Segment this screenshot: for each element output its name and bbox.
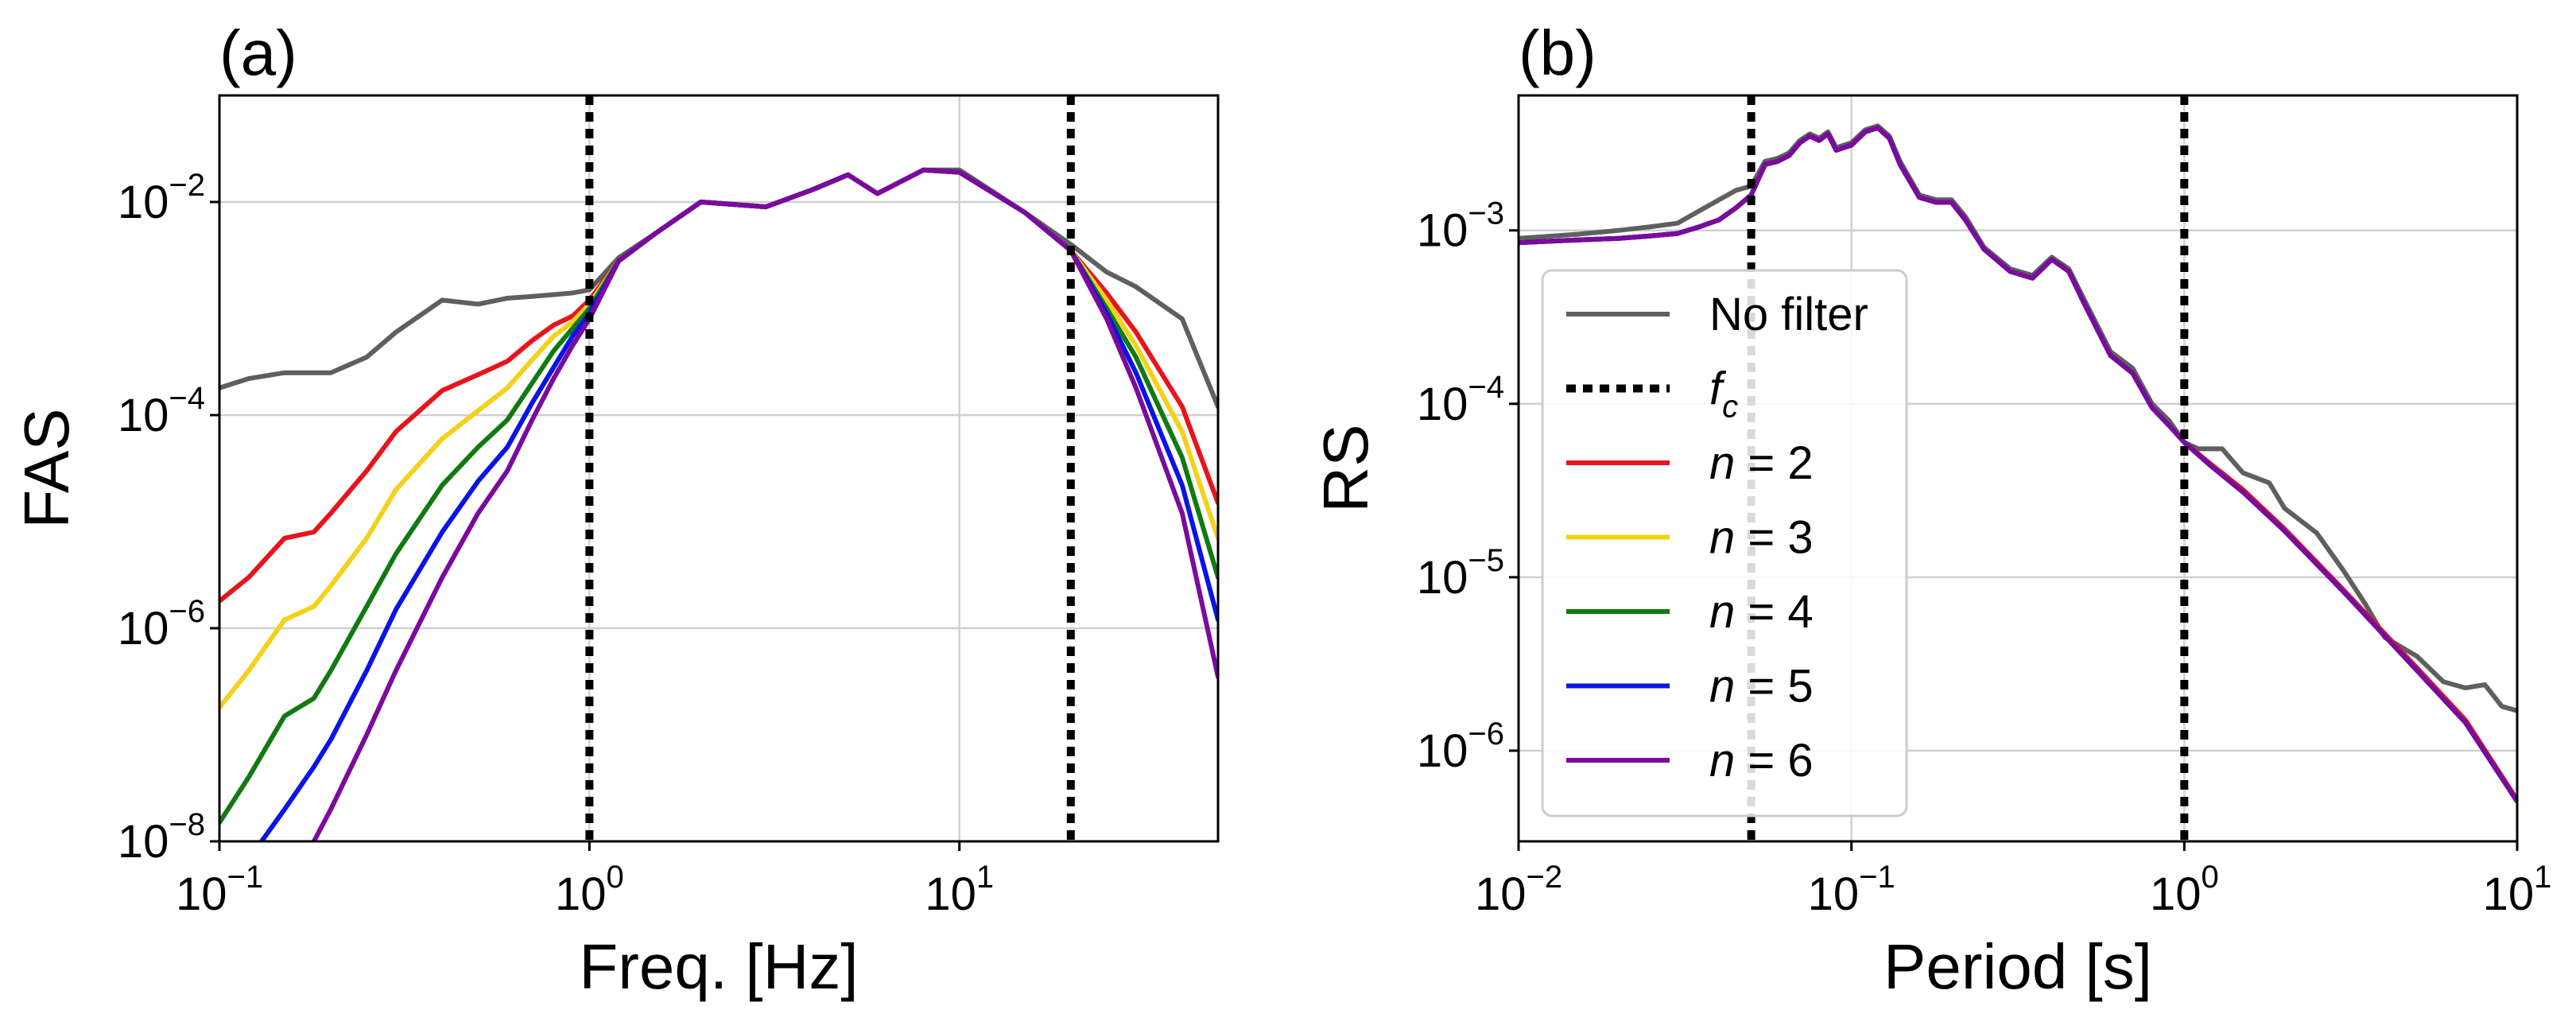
panel-b-xtick-base-3: 10 (2483, 868, 2535, 920)
panel-a-ytick-base-0: 10 (118, 816, 169, 868)
panel-a-ytick-base-1: 10 (118, 603, 169, 654)
panel-b-xtick-exp-3: 1 (2534, 860, 2551, 895)
legend-label-var-n-5: n (1709, 661, 1735, 713)
panel-b-ytick-exp-2: −4 (1468, 370, 1504, 405)
panel-b-ytick-base-3: 10 (1417, 205, 1468, 257)
panel-b-series-n-6 (1519, 125, 2517, 804)
panel-b-xlabel: Period [s] (1884, 931, 2152, 1002)
legend-label-var-n-3: n (1709, 512, 1735, 564)
panel-b-xtick-base-0: 10 (1475, 868, 1527, 920)
legend-label-n-6: n = 6 (1709, 735, 1814, 786)
panel-a-xtick-exp-2: 1 (976, 860, 994, 895)
legend-box (1541, 269, 1908, 817)
panel-b-ytick-base-1: 10 (1417, 552, 1468, 604)
panel-b-ytick-label-2: 10−4 (1417, 370, 1504, 430)
panel-b-xtick-label-0: 10−2 (1475, 860, 1562, 920)
panel-a-series (219, 167, 1218, 841)
panel-a-ytick-label-1: 10−6 (118, 594, 205, 654)
panel-b-series (1519, 123, 2517, 804)
panel-a-label: (a) (219, 17, 297, 88)
legend-label-no-filter: No filter (1709, 289, 1868, 340)
panel-b-ytick-base-2: 10 (1417, 379, 1468, 430)
panel-b-xtick-exp-2: 0 (2201, 860, 2218, 895)
panel-a-frame (218, 94, 1220, 843)
legend-label-var-n-4: n (1709, 586, 1735, 638)
panel-b-xtick-exp-0: −2 (1526, 860, 1562, 895)
legend-label-var-n-6: n (1709, 735, 1735, 786)
panel-a-xtick-label-0: 10−1 (176, 860, 263, 920)
panel-a-xtick-base-0: 10 (176, 868, 227, 920)
legend-label-var-n-2: n (1709, 437, 1735, 489)
panel-b-xtick-label-3: 101 (2483, 860, 2552, 920)
legend-label-rest-n-4: = 4 (1735, 586, 1813, 638)
panel-b-xtick-label-1: 10−1 (1808, 860, 1895, 920)
panel-b-label: (b) (1519, 17, 1596, 88)
panel-b-ytick-label-0: 10−6 (1417, 716, 1504, 777)
panel-a-ytick-exp-1: −6 (169, 594, 205, 629)
panel-a-xtick-base-2: 10 (925, 868, 976, 920)
panel-a-ytick-label-3: 10−2 (118, 168, 205, 228)
panel-a-series-n-6 (311, 167, 1218, 841)
panel-a-xtick-label-2: 101 (925, 860, 994, 920)
legend-label-sub-fc: c (1722, 390, 1738, 425)
panel-b-xtick-exp-1: −1 (1859, 860, 1895, 895)
panel-b-ytick-exp-1: −5 (1468, 543, 1504, 578)
panel-a-xtick-exp-0: −1 (227, 860, 263, 895)
panel-b-ytick-label-1: 10−5 (1417, 543, 1504, 604)
panel-a-xtick-base-1: 10 (555, 868, 607, 920)
panel-b-xtick-base-1: 10 (1808, 868, 1860, 920)
panel-b-frame (1517, 94, 2519, 843)
panel-b-ytick-exp-3: −3 (1468, 196, 1504, 231)
panel-a-xlabel: Freq. [Hz] (579, 931, 858, 1002)
panel-a-xtick-exp-1: 0 (606, 860, 623, 895)
legend-label-rest-n-2: = 2 (1735, 437, 1813, 489)
panel-a-ytick-exp-0: −8 (169, 807, 205, 842)
legend-label-n-4: n = 4 (1709, 586, 1814, 638)
panel-a-xtick-label-1: 100 (555, 860, 624, 920)
panel-a-ytick-base-2: 10 (118, 390, 169, 441)
panel-a-ytick-base-3: 10 (118, 177, 169, 228)
legend-label-n-2: n = 2 (1709, 437, 1814, 489)
panel-a-ylabel: FAS (11, 408, 82, 528)
panel-b-ylabel: RS (1310, 424, 1381, 512)
panel-a-ytick-exp-2: −4 (169, 381, 205, 416)
panel-b-ytick-label-3: 10−3 (1417, 196, 1504, 257)
panel-b-xtick-label-2: 100 (2150, 860, 2219, 920)
panel-a-ytick-label-0: 10−8 (118, 807, 205, 868)
panel-a-ytick-exp-3: −2 (169, 168, 205, 203)
panel-b-ytick-base-0: 10 (1417, 725, 1468, 777)
legend-label-rest-n-6: = 6 (1735, 735, 1813, 786)
legend-label-n-5: n = 5 (1709, 661, 1814, 713)
legend-label-n-3: n = 3 (1709, 512, 1814, 564)
panel-b-ytick-exp-0: −6 (1468, 716, 1504, 751)
legend-label-rest-n-5: = 5 (1735, 661, 1813, 713)
panel-b-xtick-base-2: 10 (2150, 868, 2202, 920)
legend-label-rest-n-3: = 3 (1735, 512, 1813, 564)
panel-a-ytick-label-2: 10−4 (118, 381, 205, 441)
